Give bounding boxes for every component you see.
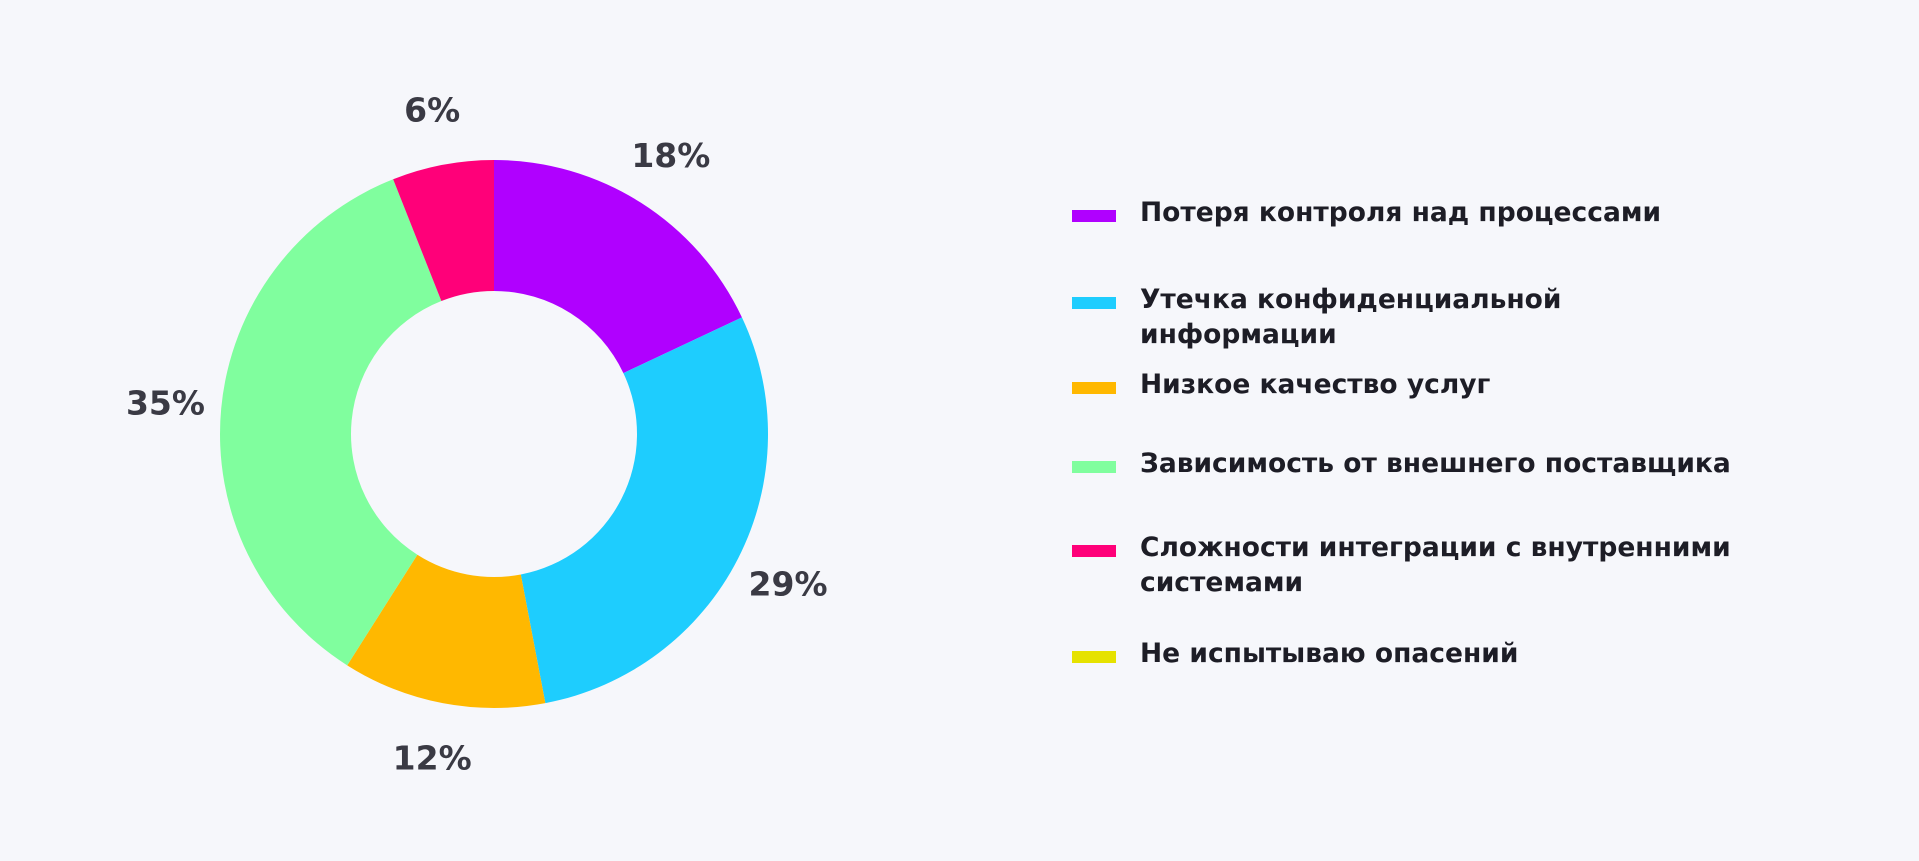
legend-swatch xyxy=(1072,651,1116,663)
legend-swatch xyxy=(1072,210,1116,222)
slice-percent-label: 18% xyxy=(631,136,710,175)
legend-item: Зависимость от внешнего поставщика xyxy=(1072,446,1731,481)
legend-swatch xyxy=(1072,382,1116,394)
donut-chart: 18% 29% 12% 35% 6% xyxy=(126,90,828,778)
legend-label: Сложности интеграции с внутренними систе… xyxy=(1140,532,1731,598)
legend-label: Утечка конфиденциальной информации xyxy=(1140,284,1562,350)
slice-percent-label: 35% xyxy=(126,383,205,422)
legend-item: Не испытываю опасений xyxy=(1072,636,1518,671)
legend-item: Утечка конфиденциальной информации xyxy=(1072,282,1760,352)
legend-label: Потеря контроля над процессами xyxy=(1140,197,1662,228)
legend-item: Низкое качество услуг xyxy=(1072,367,1490,402)
donut-slice xyxy=(220,179,442,666)
legend-label: Не испытываю опасений xyxy=(1140,638,1519,669)
donut-slice xyxy=(393,160,494,302)
slice-percent-label: 12% xyxy=(393,739,472,778)
slice-percent-label: 29% xyxy=(749,564,828,603)
legend-label: Низкое качество услуг xyxy=(1140,369,1491,400)
legend-swatch xyxy=(1072,297,1116,309)
legend-item: Сложности интеграции с внутренними систе… xyxy=(1072,530,1760,600)
legend-swatch xyxy=(1072,461,1116,473)
legend-item: Потеря контроля над процессами xyxy=(1072,195,1661,230)
slice-percent-label: 6% xyxy=(404,90,460,129)
legend-swatch xyxy=(1072,545,1116,557)
legend-label: Зависимость от внешнего поставщика xyxy=(1140,448,1731,479)
donut-slice xyxy=(494,160,742,374)
donut-slice xyxy=(347,554,546,708)
donut-slice xyxy=(520,317,768,704)
